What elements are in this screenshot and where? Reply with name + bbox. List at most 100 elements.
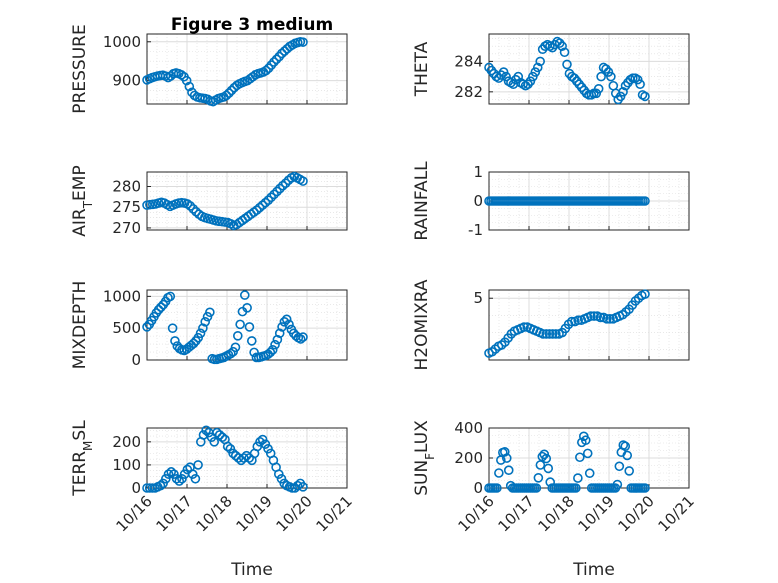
data-point [566,316,577,327]
data-point [635,79,645,90]
data-point [582,448,593,459]
data-point [632,74,643,85]
data-point [622,450,633,461]
data-point [266,192,277,203]
data-point [230,342,241,353]
data-point [228,448,238,459]
y-tick-label: 400 [454,419,483,437]
data-point [531,483,542,493]
data-point [640,289,650,299]
data-point [280,178,291,188]
data-point [593,83,604,94]
data-point [541,329,552,339]
data-point [214,430,225,440]
y-tick-label: 100 [112,456,141,474]
y-axis-label: H2OMIXRA [412,279,432,370]
data-point [181,75,192,86]
y-tick-label: 280 [112,178,141,196]
data-point [165,291,176,302]
x-tick-label: 10/21 [655,492,698,535]
data-point [601,314,612,324]
y-tick-label: -1 [468,221,483,239]
data-point [591,88,602,99]
data-point [618,87,628,97]
data-point [195,328,206,339]
y-tick-label: 270 [112,219,141,237]
data-point [260,197,271,208]
data-point [174,476,185,486]
data-point [596,71,606,82]
data-point [254,202,265,213]
y-axis-label: MIXDEPTH [70,281,90,370]
data-point [201,425,211,436]
data-point [209,437,220,447]
x-tick-label: 10/20 [273,492,316,535]
x-tick-label: 10/17 [153,492,196,535]
data-point [559,47,570,58]
x-axis-label-right: Time [572,560,615,580]
figure-title: Figure 3 medium [171,15,333,35]
x-tick-label: 10/16 [455,492,498,535]
data-point [274,328,285,339]
data-point [562,59,572,70]
data-point [498,67,509,77]
data-point [528,71,538,82]
data-point [608,80,619,91]
data-point [224,88,234,98]
data-point [212,427,222,438]
y-tick-label: 500 [112,319,141,337]
data-point [239,290,250,300]
data-point [261,65,271,76]
data-point [287,483,298,493]
data-point [573,473,583,483]
data-point [292,480,303,491]
data-point [244,453,255,463]
data-point [255,437,265,447]
data-point [251,205,262,215]
data-point [605,314,615,324]
axes-box [146,427,348,489]
data-point [191,206,201,217]
data-point [272,186,282,197]
data-point [156,302,166,312]
x-tick-label: 10/16 [113,492,156,535]
data-point [615,91,626,102]
data-point [640,196,650,206]
data-point [620,441,631,452]
data-point [492,483,502,493]
data-point [235,319,245,330]
x-tick-label: 10/18 [193,492,236,535]
data-point [603,67,614,77]
data-point [535,460,546,470]
data-point [205,307,215,318]
data-point [580,435,591,446]
y-tick-label: 1000 [103,33,141,51]
x-tick-label: 10/17 [495,492,538,535]
data-point [298,482,308,492]
data-point [269,57,279,67]
data-point [263,195,274,205]
data-point [530,67,541,77]
data-point [270,339,280,350]
y-tick-label: 0 [131,479,141,497]
data-point [233,331,243,341]
data-point [193,460,203,470]
y-axis-label: AIRTEMP [70,165,95,236]
y-tick-label: 0 [131,351,141,369]
panel-air_temp: 270 275 280 AIRTEMP [70,165,348,237]
x-tick-label: 10/19 [575,492,618,535]
data-point [614,461,625,472]
data-point [575,452,585,463]
data-point [265,347,276,358]
x-tick-label: 10/19 [233,492,276,535]
data-point [586,311,596,321]
x-tick-label: 10/21 [313,492,356,535]
data-point [640,91,650,102]
data-point [226,348,236,359]
panel-pressure: 900 1000 PRESSURE [70,24,348,114]
axes-box [146,33,348,105]
data-point [284,319,294,330]
panel-mixdepth: 0 500 1000 MIXDEPTH [70,281,348,370]
y-axis-label: THETA [412,41,432,97]
